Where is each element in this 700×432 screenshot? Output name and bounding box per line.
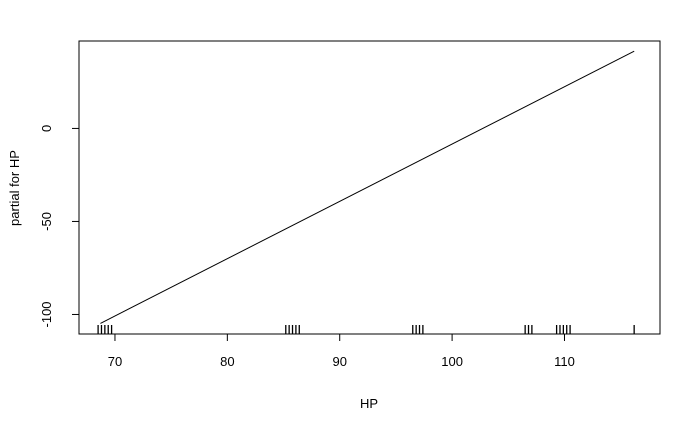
y-tick-label: 0 xyxy=(39,125,54,132)
x-axis-title: HP xyxy=(360,396,378,411)
x-tick-label: 100 xyxy=(441,354,463,369)
x-tick-label: 80 xyxy=(220,354,234,369)
series-lines xyxy=(100,50,635,324)
y-axis: -100 -50 0 xyxy=(39,125,79,327)
y-axis-title: partial for HP xyxy=(7,150,22,226)
x-tick-label: 110 xyxy=(554,354,575,369)
y-tick-label: -50 xyxy=(39,212,54,231)
x-axis: 70 80 90 100 110 xyxy=(108,334,575,369)
plot-frame xyxy=(78,40,661,335)
x-tick-label: 90 xyxy=(332,354,346,369)
y-tick-label: -100 xyxy=(39,301,54,327)
series-line xyxy=(100,50,635,324)
rug-marks xyxy=(97,325,635,334)
x-tick-label: 70 xyxy=(108,354,122,369)
